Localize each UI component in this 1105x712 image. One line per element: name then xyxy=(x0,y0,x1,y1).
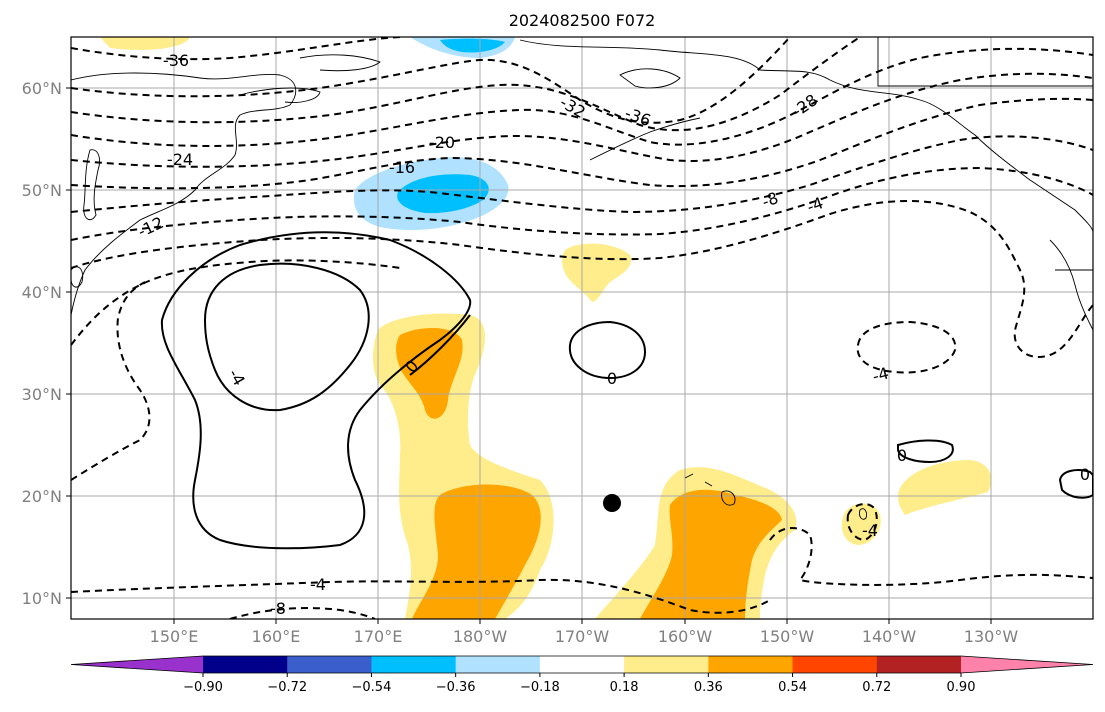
colorbar-segment xyxy=(876,656,962,673)
contour-label: -16 xyxy=(389,158,415,177)
lon-tick-label: 180°W xyxy=(453,627,508,646)
lat-tick-label: 60°N xyxy=(22,79,62,98)
contour-label: -4 xyxy=(862,521,878,540)
colorbar-tick-label: −0.90 xyxy=(183,680,223,695)
lon-tick-label: 150°W xyxy=(760,627,815,646)
lon-tick-label: 160°W xyxy=(658,627,713,646)
lat-tick-label: 10°N xyxy=(22,589,62,608)
colorbar-tick-label: 0.72 xyxy=(862,680,891,695)
contour-label: -36 xyxy=(163,51,189,70)
lon-axis: 150°E 160°E 170°E 180°W 170°W 160°W 150°… xyxy=(150,619,1019,646)
contour-label: -8 xyxy=(759,188,780,211)
contour-label: -24 xyxy=(167,150,193,169)
lat-tick-label: 40°N xyxy=(22,283,62,302)
contour-label: -4 xyxy=(804,193,825,216)
shading-positive xyxy=(100,37,992,619)
map-area: -36 -32 -36 -28 -24 -20 -16 -12 -8 -4 -4… xyxy=(71,37,1093,619)
map-title: 2024082500 F072 xyxy=(509,11,656,30)
storm-center-marker xyxy=(603,494,621,512)
colorbar-segment xyxy=(203,656,288,673)
contours xyxy=(71,37,1093,619)
lon-tick-label: 170°W xyxy=(555,627,610,646)
lat-tick-label: 20°N xyxy=(22,487,62,506)
contour-label: -8 xyxy=(270,599,286,618)
colorbar-tick-label: 0.90 xyxy=(947,680,976,695)
contour-label: 0 xyxy=(1080,465,1090,484)
colorbar-segment xyxy=(287,656,372,673)
coastlines xyxy=(71,37,1093,520)
colorbar-tick-label: 0.36 xyxy=(694,680,723,695)
colorbar-tick-label: −0.18 xyxy=(520,680,560,695)
lon-tick-label: 130°W xyxy=(964,627,1019,646)
colorbar-tick-label: −0.54 xyxy=(352,680,392,695)
lon-tick-label: 160°E xyxy=(252,627,301,646)
colorbar-segment xyxy=(708,656,794,673)
colorbar-tick-label: 0.54 xyxy=(778,680,807,695)
colorbar-extend-min xyxy=(71,656,203,673)
colorbar-tick-label: 0.18 xyxy=(610,680,639,695)
colorbar-tick-label: −0.36 xyxy=(436,680,476,695)
lon-tick-label: 140°W xyxy=(862,627,917,646)
lon-tick-label: 150°E xyxy=(150,627,199,646)
lon-tick-label: 170°E xyxy=(354,627,403,646)
colorbar-tick-label: −0.72 xyxy=(267,680,307,695)
colorbar-segment xyxy=(455,656,541,673)
contour-labels: -36 -32 -36 -28 -24 -20 -16 -12 -8 -4 -4… xyxy=(135,51,1090,618)
contour-label: 0 xyxy=(607,369,617,388)
colorbar-segment xyxy=(371,656,457,673)
colorbar: −0.90 −0.72 −0.54 −0.36 −0.18 0.18 0.36 0.54 0.7… xyxy=(70,655,1094,695)
lat-tick-label: 50°N xyxy=(22,181,62,200)
contour-label: -20 xyxy=(429,133,455,152)
contour-label: -4 xyxy=(310,575,326,594)
colorbar-segment xyxy=(624,656,709,673)
graticule xyxy=(71,37,1093,619)
contour-label: -4 xyxy=(870,363,890,385)
lat-axis: 10°N 20°N 30°N 40°N 50°N 60°N xyxy=(22,79,71,608)
colorbar-extend-max xyxy=(961,656,1093,673)
lat-tick-label: 30°N xyxy=(22,385,62,404)
colorbar-segment xyxy=(539,656,625,673)
contour-label: 0 xyxy=(897,446,907,465)
colorbar-segment xyxy=(792,656,878,673)
